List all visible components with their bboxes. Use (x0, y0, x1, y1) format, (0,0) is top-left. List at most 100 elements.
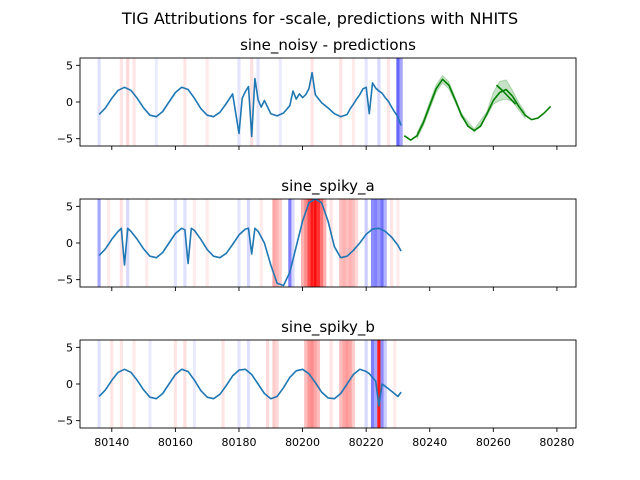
x-tick-label: 80240 (412, 436, 447, 449)
attribution-band (377, 199, 381, 287)
attribution-band (393, 340, 397, 428)
prediction-interval (416, 74, 526, 139)
attribution-band (310, 340, 314, 428)
attribution-band (250, 58, 254, 146)
series-line-forecast-segment (495, 84, 517, 105)
attribution-band (183, 199, 187, 287)
y-tick-label: 0 (66, 96, 73, 109)
attribution-band (97, 199, 101, 287)
attribution-band (355, 199, 359, 287)
y-tick-label: 5 (66, 200, 73, 213)
attribution-band (304, 199, 308, 287)
attribution-band (390, 199, 394, 287)
attribution-band (275, 199, 279, 287)
attribution-band (364, 340, 368, 428)
attribution-band (351, 58, 356, 146)
attribution-band (339, 199, 343, 287)
attribution-band (278, 199, 282, 287)
attribution-band (323, 199, 327, 287)
attribution-band (310, 199, 314, 287)
attribution-band (313, 340, 317, 428)
attribution-band (374, 199, 378, 287)
attribution-band (221, 340, 225, 428)
attribution-band (173, 199, 177, 287)
attribution-band (310, 58, 314, 146)
attribution-band (192, 199, 197, 287)
attribution-band (316, 199, 321, 287)
attribution-band (396, 58, 400, 146)
attribution-band (377, 340, 381, 428)
attribution-band (316, 340, 321, 428)
attribution-band (266, 340, 270, 428)
plot-area (97, 58, 552, 146)
series-line-history (98, 199, 402, 287)
x-tick-label: 80220 (349, 436, 384, 449)
attribution-band (377, 58, 381, 146)
attribution-band (237, 58, 241, 146)
attribution-band (110, 340, 114, 428)
attribution-band (342, 199, 346, 287)
x-tick-label: 80260 (476, 436, 511, 449)
attribution-band (278, 58, 282, 146)
attribution-band (304, 340, 308, 428)
panels: 5 0 −5 sine_noisy - predictions 5 0 −5 sine_spi… (57, 36, 577, 449)
attribution-band (396, 199, 400, 287)
attribution-band (364, 199, 368, 287)
attribution-band (205, 199, 209, 287)
attribution-band (288, 199, 292, 287)
attribution-band (145, 199, 149, 287)
attribution-band (380, 199, 384, 287)
attribution-band (291, 199, 295, 287)
attribution-band (119, 199, 123, 287)
attribution-band (300, 199, 305, 287)
y-tick-label: 0 (66, 378, 73, 391)
attribution-band (342, 340, 346, 428)
x-tick-label: 80200 (285, 436, 320, 449)
x-tick-label: 80140 (94, 436, 129, 449)
attribution-band (97, 58, 101, 146)
attribution-band (329, 340, 333, 428)
attribution-band (272, 340, 276, 428)
attribution-band (246, 199, 251, 287)
y-tick-label: 5 (66, 341, 73, 354)
attribution-band (275, 340, 279, 428)
y-tick-label: −5 (57, 133, 73, 146)
attribution-band (119, 340, 123, 428)
attribution-band (348, 199, 352, 287)
attribution-band (339, 58, 343, 146)
panel-title: sine_noisy - predictions (240, 36, 416, 55)
plot-area (97, 340, 402, 428)
attribution-band (154, 58, 158, 146)
attribution-band (119, 58, 123, 146)
attribution-band (205, 58, 209, 146)
attribution-band (383, 340, 387, 428)
attribution-band (192, 340, 197, 428)
attribution-band (383, 199, 387, 287)
attribution-band (313, 199, 317, 287)
attribution-band (183, 58, 187, 146)
x-tick-label: 80160 (158, 436, 193, 449)
attribution-band (126, 199, 130, 287)
series-line-forecast (403, 78, 552, 141)
attribution-band (183, 340, 187, 428)
attribution-band (237, 199, 241, 287)
attribution-band (320, 199, 324, 287)
panel-1: 5 0 −5 sine_noisy - predictions (57, 36, 577, 150)
axes-frame (79, 339, 577, 429)
attribution-band (351, 199, 356, 287)
y-tick-label: 5 (66, 59, 73, 72)
x-tick-label: 80180 (221, 436, 256, 449)
y-tick-label: 0 (66, 237, 73, 250)
attribution-band (399, 58, 403, 146)
attribution-band (246, 340, 251, 428)
attribution-band (237, 340, 241, 428)
attribution-band (364, 58, 368, 146)
panel-2: 5 0 −5 sine_spiky_a (57, 177, 577, 291)
series-line-history (98, 368, 402, 407)
panel-title: sine_spiky_a (281, 177, 374, 196)
panel-title: sine_spiky_b (281, 318, 375, 337)
attribution-band (307, 199, 311, 287)
attribution-band (272, 199, 276, 287)
attribution-band (259, 199, 263, 287)
